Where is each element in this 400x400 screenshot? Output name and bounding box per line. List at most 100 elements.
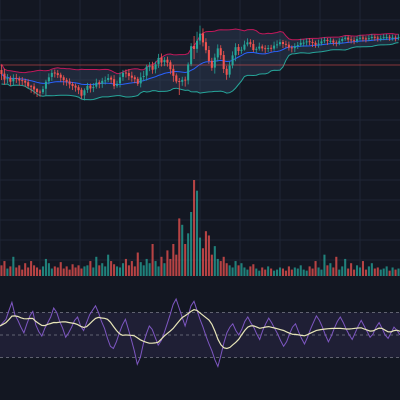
candle-body xyxy=(71,84,74,86)
volume-bar xyxy=(353,269,356,276)
volume-bar xyxy=(0,265,3,276)
volume-bar xyxy=(136,252,139,276)
candle-body xyxy=(18,78,21,81)
candle-body xyxy=(222,55,225,69)
candle-body xyxy=(273,45,276,49)
volume-bar xyxy=(264,269,267,276)
volume-bar xyxy=(261,267,264,276)
candle-body xyxy=(264,48,267,50)
rsi-ma-line xyxy=(0,309,400,350)
volume-bar xyxy=(341,266,344,276)
candle-body xyxy=(124,72,127,74)
candle-body xyxy=(234,47,237,56)
volume-bar xyxy=(71,264,74,276)
volume-bar xyxy=(56,267,59,276)
candle-body xyxy=(178,81,181,82)
volume-bar xyxy=(44,258,47,276)
volume-bar xyxy=(74,267,77,276)
rsi-line xyxy=(0,297,400,368)
candle-body xyxy=(296,45,299,46)
candle-body xyxy=(116,83,119,86)
volume-bar xyxy=(379,269,382,276)
volume-bar xyxy=(198,237,202,276)
volume-bar xyxy=(133,266,136,276)
volume-bar xyxy=(127,265,130,276)
volume-bar xyxy=(225,263,228,276)
volume-bar xyxy=(65,266,68,276)
candle-body xyxy=(255,48,258,50)
candle-body xyxy=(62,77,65,81)
volume-bar xyxy=(338,269,341,276)
candle-body xyxy=(267,48,270,49)
candle-body xyxy=(299,42,302,45)
candle-body xyxy=(213,57,216,68)
volume-bar xyxy=(27,267,30,276)
volume-bar xyxy=(299,265,302,276)
candle-body xyxy=(284,43,287,45)
volume-bar xyxy=(36,267,39,276)
volume-bar xyxy=(175,254,178,276)
candle-body xyxy=(142,76,145,77)
volume-bar xyxy=(356,265,359,276)
volume-bar xyxy=(41,266,44,276)
rsi-pane xyxy=(0,297,400,368)
volume-bar xyxy=(148,263,151,276)
volume-bar xyxy=(370,263,373,276)
volume-bar xyxy=(326,265,329,276)
volume-bar xyxy=(320,269,323,276)
volume-bar xyxy=(308,266,311,276)
candle-body xyxy=(287,44,290,48)
candle-body xyxy=(270,47,273,49)
candle-body xyxy=(373,36,376,38)
candle-body xyxy=(92,87,95,89)
candle-body xyxy=(347,37,350,40)
candle-body xyxy=(118,77,122,84)
bb-basis-line xyxy=(1,37,399,86)
volume-bar xyxy=(104,266,107,276)
volume-bar xyxy=(204,231,207,276)
candle-body xyxy=(305,41,308,43)
candle-body xyxy=(237,47,240,51)
candle-body xyxy=(160,57,163,63)
candle-body xyxy=(139,77,142,84)
candle-body xyxy=(231,55,234,66)
volume-bar xyxy=(270,268,273,276)
candle-body xyxy=(33,86,36,90)
volume-bar xyxy=(373,268,376,276)
candle-body xyxy=(113,79,116,87)
volume-bar xyxy=(394,269,397,276)
volume-bar xyxy=(258,270,261,276)
volume-bar xyxy=(92,267,95,276)
candle-body xyxy=(175,75,178,82)
candle-body xyxy=(341,39,344,41)
volume-bar xyxy=(187,233,190,276)
candle-body xyxy=(358,37,362,39)
volume-bar xyxy=(89,261,92,276)
volume-bar xyxy=(38,269,42,276)
volume-bar xyxy=(243,267,246,276)
volume-bar xyxy=(255,268,258,276)
candle-body xyxy=(278,42,282,45)
candle-body xyxy=(370,37,373,38)
volume-bar xyxy=(311,268,314,276)
candle-body xyxy=(27,82,30,87)
candle-body xyxy=(388,36,391,38)
volume-bar xyxy=(151,244,154,276)
volume-bar xyxy=(276,269,279,276)
candle-body xyxy=(41,89,44,93)
volume-bar xyxy=(290,269,293,276)
candle-body xyxy=(95,82,98,87)
candle-body xyxy=(110,77,113,80)
candle-body xyxy=(133,77,136,80)
candle-body xyxy=(228,65,231,75)
volume-bar xyxy=(296,268,299,276)
candle-body xyxy=(382,37,385,39)
candle-body xyxy=(83,90,86,96)
candle-body xyxy=(21,80,24,82)
candle-body xyxy=(329,40,332,42)
candle-body xyxy=(350,39,353,41)
volume-bar xyxy=(219,261,222,276)
volume-bar xyxy=(376,267,379,276)
